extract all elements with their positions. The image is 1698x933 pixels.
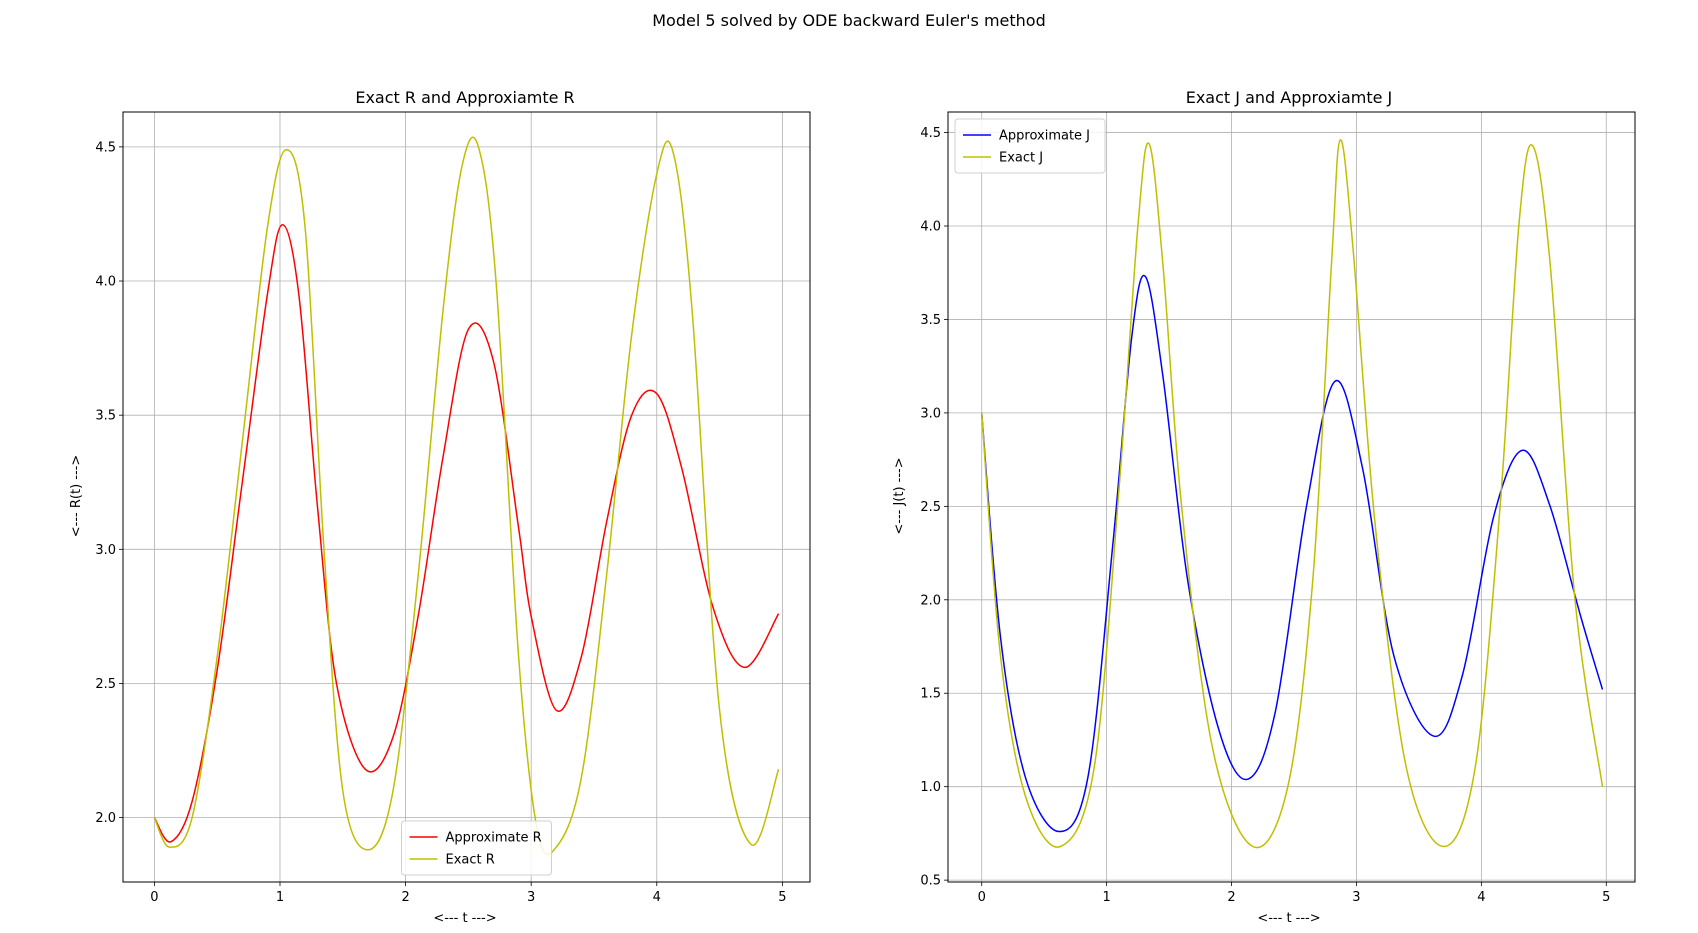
y-tick-label: 3.5 bbox=[95, 409, 116, 424]
series-line-approximate-j bbox=[980, 274, 1604, 833]
y-tick-label: 1.5 bbox=[920, 687, 941, 702]
series-line-exact-r bbox=[153, 136, 780, 856]
x-tick-label: 3 bbox=[1352, 890, 1360, 905]
y-tick-label: 2.0 bbox=[95, 811, 116, 826]
y-tick-label: 2.0 bbox=[920, 593, 941, 608]
y-tick-label: 3.5 bbox=[920, 313, 941, 328]
plot-frame bbox=[947, 111, 1636, 883]
y-tick-label: 4.5 bbox=[920, 126, 941, 141]
series-group bbox=[153, 136, 780, 856]
legend-label: Exact J bbox=[999, 151, 1043, 166]
y-tick-label: 1.0 bbox=[920, 780, 941, 795]
series-line-approximate-r bbox=[153, 223, 780, 843]
x-tick-label: 3 bbox=[527, 890, 535, 905]
legend-label: Exact R bbox=[446, 853, 495, 868]
y-tick-label: 3.0 bbox=[95, 543, 116, 558]
x-tick-label: 2 bbox=[401, 890, 409, 905]
x-axis-label: <--- t ---> bbox=[1257, 911, 1320, 926]
legend-label: Approximate J bbox=[999, 129, 1090, 144]
x-tick-label: 1 bbox=[1102, 890, 1110, 905]
x-tick-label: 0 bbox=[978, 890, 986, 905]
legend-label: Approximate R bbox=[446, 831, 542, 846]
chart-title: Exact J and Approxiamte J bbox=[1186, 88, 1393, 107]
y-tick-label: 4.5 bbox=[95, 140, 116, 155]
grid bbox=[948, 112, 1635, 882]
tick-group: 0 1 2 3 4 5 0.5 1.0 1.5 2.0 2.5 3.0 3.5 4.0 4.5 bbox=[920, 126, 1610, 905]
y-axis-label: <--- J(t) ---> bbox=[892, 457, 907, 534]
y-tick-label: 2.5 bbox=[920, 500, 941, 515]
tick-group: 0 1 2 3 4 5 2.0 2.5 3.0 3.5 4.0 4.5 bbox=[95, 140, 786, 905]
legend: Approximate J Exact J bbox=[954, 118, 1106, 174]
figure-title: Model 5 solved by ODE backward Euler's m… bbox=[652, 11, 1046, 30]
x-tick-label: 4 bbox=[653, 890, 661, 905]
x-tick-label: 1 bbox=[276, 890, 284, 905]
chart-title: Exact R and Approxiamte R bbox=[355, 88, 574, 107]
legend: Approximate R Exact R bbox=[401, 820, 552, 876]
legend-box bbox=[954, 118, 1106, 174]
series-group bbox=[980, 139, 1604, 849]
chart-exact-j: Exact J and Approxiamte J <--- t ---> <-… bbox=[892, 88, 1636, 926]
series-line-exact-j bbox=[980, 139, 1604, 849]
y-axis-label: <--- R(t) ---> bbox=[69, 455, 84, 537]
x-tick-label: 5 bbox=[778, 890, 786, 905]
grid bbox=[123, 112, 810, 882]
y-tick-label: 2.5 bbox=[95, 677, 116, 692]
y-tick-label: 3.0 bbox=[920, 406, 941, 421]
plot-frame bbox=[122, 111, 811, 883]
x-tick-label: 2 bbox=[1227, 890, 1235, 905]
y-tick-label: 4.0 bbox=[920, 220, 941, 235]
x-tick-label: 4 bbox=[1477, 890, 1485, 905]
y-tick-label: 0.5 bbox=[920, 874, 941, 889]
x-tick-label: 5 bbox=[1602, 890, 1610, 905]
x-tick-label: 0 bbox=[150, 890, 158, 905]
legend-box bbox=[401, 820, 552, 876]
x-axis-label: <--- t ---> bbox=[433, 911, 496, 926]
y-tick-label: 4.0 bbox=[95, 275, 116, 290]
chart-exact-r: Exact R and Approxiamte R <--- t ---> <-… bbox=[69, 88, 811, 926]
